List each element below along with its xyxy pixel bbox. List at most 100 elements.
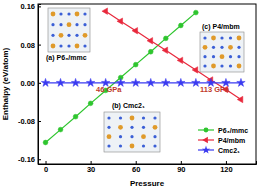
inset-atom (59, 23, 62, 26)
inset-atom (75, 23, 78, 26)
inset-atom (51, 44, 56, 49)
inset-atom (203, 55, 206, 58)
x-tick-mark (226, 161, 227, 164)
inset-atom (220, 46, 223, 49)
legend-label: Cmc2₁ (218, 147, 240, 154)
series-marker (162, 78, 170, 86)
y-tick-mark (38, 45, 41, 46)
series-marker (147, 38, 153, 44)
inset-atom (119, 135, 122, 138)
x-tick-mark (46, 161, 47, 164)
inset-atom (203, 64, 206, 67)
series-marker (163, 36, 168, 41)
inset-atom (142, 116, 145, 119)
inset-atom (119, 116, 122, 119)
x-tick-mark (181, 161, 182, 164)
inset-atom (229, 36, 232, 39)
legend: P6₃/mmc P4/mbm Cmc2₁ (198, 127, 248, 154)
inset-atom (220, 54, 225, 59)
x-tick: 30 (87, 161, 95, 174)
series-marker (178, 23, 183, 28)
x-tick: 0 (44, 161, 48, 174)
inset-atom (83, 12, 86, 15)
x-axis-line (39, 161, 257, 165)
inset-atom (153, 135, 156, 138)
inset-atom (220, 64, 223, 67)
inset-structure (104, 112, 160, 152)
inset-atom (130, 116, 135, 121)
series-marker (193, 10, 198, 15)
y-tick-mark (38, 121, 41, 122)
y-tick: 0.16 (20, 2, 41, 11)
series-marker (147, 78, 155, 86)
inset-atom (118, 125, 123, 130)
inset-atom (228, 45, 233, 50)
inset-atom (130, 126, 133, 129)
y-tick-label: -0.16 (18, 155, 35, 164)
x-axis-title: Pressure (130, 179, 165, 188)
series-marker (71, 78, 79, 86)
inset-atom (67, 12, 70, 15)
inset-atom (83, 33, 88, 38)
x-tick-label: 120 (220, 165, 233, 174)
series-marker (132, 28, 138, 34)
x-tick-mark (91, 161, 92, 164)
y-tick-label: 0.16 (20, 2, 35, 11)
inset-frame (104, 112, 160, 152)
series-marker (237, 96, 243, 102)
x-tick-label: 90 (177, 165, 185, 174)
inset-atom (51, 12, 56, 17)
inset-atom (119, 144, 122, 147)
series-marker (177, 57, 183, 63)
inset-frame (200, 32, 244, 72)
series-marker (86, 78, 94, 86)
x-tick: 120 (220, 161, 233, 174)
inset-atom (83, 44, 86, 47)
y-tick: -0.08 (18, 117, 41, 126)
series-marker (177, 78, 185, 86)
series-marker (148, 49, 153, 54)
series-marker (162, 47, 168, 53)
inset-atom (153, 125, 158, 130)
legend-label: P6₃/mmc (218, 127, 248, 134)
series-marker (102, 8, 108, 14)
x-tick: 90 (177, 161, 185, 174)
inset-atom (237, 36, 242, 41)
inset-atom (141, 134, 146, 139)
inset-atom (51, 34, 54, 37)
inset-atom (130, 144, 135, 149)
inset-atom (142, 144, 145, 147)
x-tick-mark (136, 161, 137, 164)
series-marker (192, 78, 200, 86)
inset-atom (229, 64, 232, 67)
y-axis: -0.16-0.080.000.080.16 (18, 2, 41, 164)
y-tick-mark (38, 159, 41, 160)
inset-atom (212, 55, 215, 58)
y-tick-mark (38, 83, 41, 84)
chart: 0306090120-0.16-0.080.000.080.16Pressure… (0, 0, 260, 189)
y-axis-title: Enthalpy (eV/atom) (1, 47, 10, 120)
series-marker (133, 62, 138, 67)
annotation: 46 GPa (96, 85, 122, 94)
inset-label: (a) P6₃/mmc (46, 54, 87, 62)
y-tick-label: 0.00 (20, 79, 35, 88)
inset-structure (200, 32, 244, 72)
x-tick-label: 60 (132, 165, 140, 174)
inset-atom (153, 144, 156, 147)
legend-label: P4/mbm (218, 137, 245, 144)
series-line (106, 11, 241, 99)
inset-atom (153, 116, 156, 119)
inset-atom (203, 36, 206, 39)
y-tick-mark (38, 6, 41, 7)
inset-label: (b) Cmc2₁ (112, 102, 145, 110)
inset-atom (59, 12, 62, 15)
inset-structure (48, 8, 90, 52)
y-axis-line (39, 5, 42, 165)
inset-atom (107, 126, 110, 129)
inset-atom (107, 144, 110, 147)
x-tick-label: 0 (44, 165, 48, 174)
series-marker (43, 140, 48, 145)
series-line (46, 13, 196, 143)
x-axis: 0 30 60 90 120 (39, 161, 257, 174)
inset-atom (67, 44, 70, 47)
